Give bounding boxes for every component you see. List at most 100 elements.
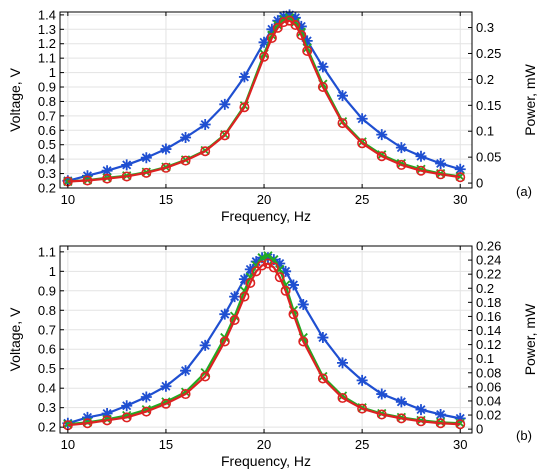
data-point (287, 279, 299, 291)
data-point (356, 113, 368, 125)
data-point (257, 260, 268, 271)
x-tick-label: 25 (355, 437, 369, 452)
data-point (274, 258, 286, 270)
y-tick-label: 0.5 (38, 361, 56, 376)
y-tick-label: 0.5 (38, 137, 56, 152)
plot-frame (59, 245, 473, 434)
data-point (435, 157, 447, 169)
data-point (101, 165, 113, 177)
y-tick-label: 0.3 (38, 166, 56, 181)
y-tick-label: 1.3 (38, 22, 56, 37)
data-point (415, 165, 426, 176)
y2-tick-label: 0.08 (476, 365, 501, 380)
x-tick-label: 10 (61, 192, 75, 207)
data-point (238, 71, 250, 83)
x-axis-label: Frequency, Hz (221, 208, 311, 224)
y2-tick-label: 0.15 (476, 98, 501, 113)
data-point (263, 251, 273, 261)
data-point (435, 418, 446, 429)
y-tick-label: 1.1 (38, 51, 56, 66)
data-point (337, 90, 349, 102)
data-point (251, 266, 262, 277)
y2-axis-label: Power, mW (522, 303, 538, 375)
y-tick-label: 0.6 (38, 342, 56, 357)
y-tick-label: 0.7 (38, 108, 56, 123)
data-point (259, 51, 270, 62)
data-point (302, 45, 313, 56)
data-point (160, 143, 172, 155)
data-point (290, 19, 301, 30)
data-point (297, 298, 309, 310)
data-point (180, 389, 191, 400)
data-point (266, 32, 277, 43)
data-point (415, 404, 427, 416)
series-2 (62, 15, 466, 187)
y-tick-label: 1.2 (38, 36, 56, 51)
y2-tick-label: 0.12 (476, 337, 501, 352)
data-point (160, 380, 172, 392)
data-point (288, 309, 299, 320)
data-point (435, 408, 447, 420)
data-point (395, 142, 407, 154)
data-point (102, 173, 113, 184)
y-tick-label: 0.9 (38, 80, 56, 95)
data-point (81, 411, 93, 423)
data-point (269, 254, 279, 265)
y-tick-label: 1.1 (38, 244, 56, 259)
data-point (295, 20, 307, 32)
y2-tick-label: 0.2 (476, 72, 494, 87)
y2-axis-label: Power, mW (522, 63, 538, 135)
y2-tick-label: 0.22 (476, 267, 501, 282)
data-point (239, 291, 250, 302)
data-point (121, 400, 133, 412)
data-point (229, 315, 240, 326)
data-point (121, 412, 132, 423)
y-tick-label: 0.2 (38, 181, 56, 196)
data-point (376, 409, 387, 420)
data-point (250, 256, 262, 268)
data-point (219, 130, 230, 141)
data-point (280, 265, 292, 277)
data-point (141, 406, 152, 417)
data-point (160, 162, 171, 173)
data-point (317, 373, 328, 384)
data-point (376, 388, 388, 400)
data-point (180, 132, 192, 144)
y-tick-label: 1.4 (38, 7, 56, 22)
y-tick-label: 0.2 (38, 420, 56, 435)
y-axis-label: Voltage, V (7, 67, 23, 131)
x-tick-label: 20 (257, 437, 271, 452)
data-point (262, 252, 274, 264)
y-tick-label: 0.9 (38, 283, 56, 298)
x-axis-label: Frequency, Hz (221, 453, 311, 469)
data-point (180, 155, 191, 166)
data-point (415, 416, 426, 427)
data-point (455, 419, 466, 430)
y-axis-label: Voltage, V (7, 307, 23, 371)
data-point (238, 273, 250, 285)
data-point (296, 30, 307, 41)
data-point (266, 23, 278, 35)
y2-tick-label: 0.26 (476, 239, 501, 254)
y2-tick-label: 0.04 (476, 393, 501, 408)
y-tick-label: 1 (49, 65, 56, 80)
x-tick-label: 10 (61, 437, 75, 452)
data-point (357, 138, 368, 149)
y2-tick-label: 0.06 (476, 379, 501, 394)
y2-tick-label: 0.1 (476, 124, 494, 139)
data-point (395, 396, 407, 408)
data-point (102, 415, 113, 426)
data-point (290, 17, 301, 27)
data-point (317, 61, 329, 73)
data-point (258, 36, 270, 48)
data-point (272, 22, 283, 33)
y2-tick-label: 0.18 (476, 295, 501, 310)
data-point (396, 159, 407, 170)
data-point (298, 336, 309, 347)
data-point (180, 365, 192, 377)
y2-tick-label: 0.05 (476, 150, 501, 165)
data-point (317, 332, 329, 344)
data-point (239, 102, 250, 113)
data-point (356, 374, 368, 386)
data-point (278, 10, 290, 22)
